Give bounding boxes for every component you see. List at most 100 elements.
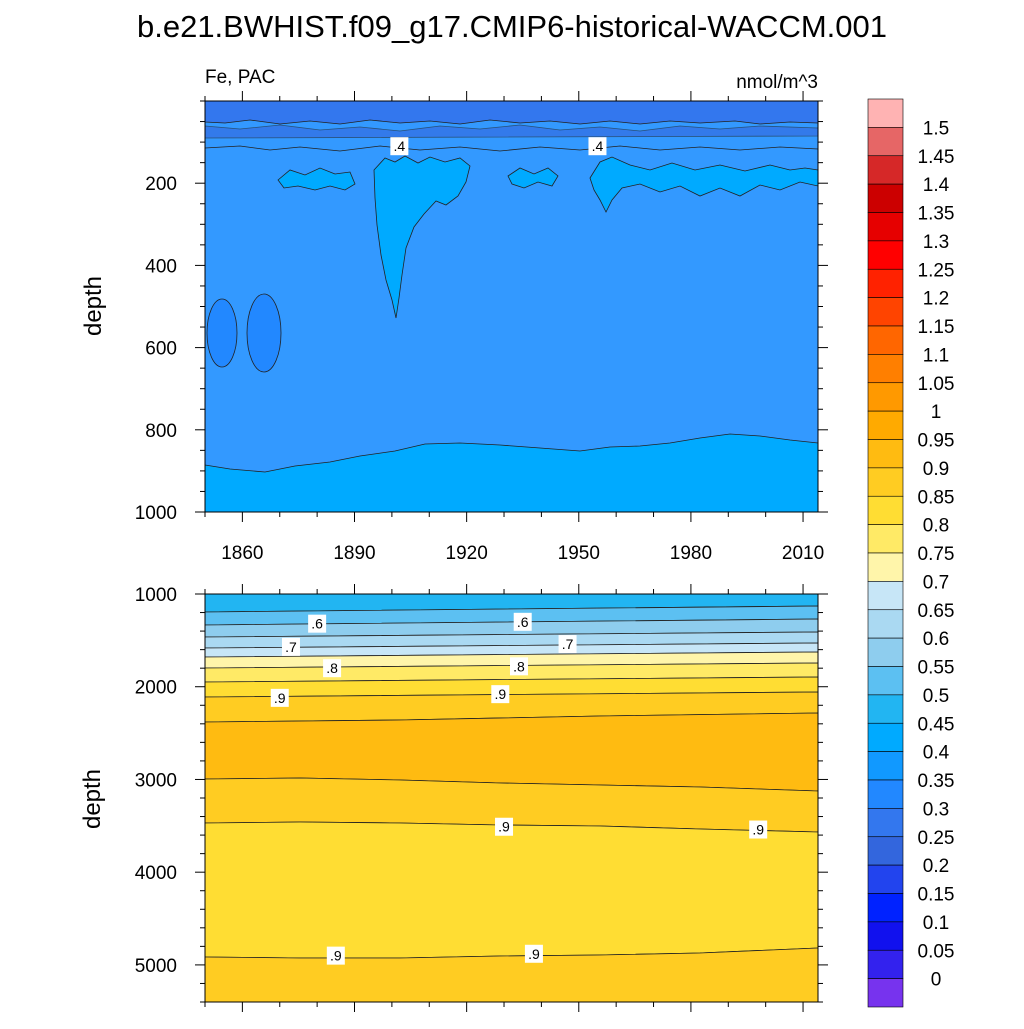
lower-axis-ticks: 1000 2000 3000 4000 5000	[135, 584, 828, 1012]
colorbar-label: 1.4	[923, 175, 950, 196]
colorbar-label: 0.3	[923, 799, 949, 820]
lower-panel: depth 1000 2000 3000 4000 5000 .6 .6 .7 .7 .8 .8.…	[79, 584, 828, 1012]
colorbar-label: 1.5	[923, 118, 949, 139]
colorbar-label: 0.5	[923, 686, 949, 707]
contour-label: .7	[558, 635, 577, 654]
y-tick-label: 2000	[135, 678, 177, 699]
upper-patch-dark-2	[246, 293, 282, 373]
contour-label: .9	[749, 820, 768, 839]
svg-text:.9: .9	[528, 946, 540, 962]
x-tick-label: 1950	[558, 543, 600, 564]
colorbar-label: 0.15	[918, 885, 955, 906]
contour-label: .9	[524, 944, 543, 963]
contour-label: .9	[495, 817, 514, 836]
colorbar-label: 1.25	[918, 260, 955, 281]
colorbar-label: 0.7	[923, 572, 949, 593]
contour-label: .8	[509, 657, 528, 676]
colorbar-label: 0.65	[918, 601, 955, 622]
colorbar-label: 0.55	[918, 658, 955, 679]
x-tick-label: 1890	[333, 543, 375, 564]
colorbar-swatch	[867, 495, 904, 525]
colorbar-label: 1	[931, 402, 942, 423]
colorbar-swatch	[867, 240, 904, 270]
svg-text:.7: .7	[562, 636, 574, 652]
upper-contour-line-1	[205, 145, 818, 152]
y-tick-label: 3000	[135, 770, 177, 791]
colorbar-label: 0.75	[918, 544, 955, 565]
contour-label: .9	[270, 688, 289, 707]
colorbar-label: 0	[931, 970, 942, 991]
colorbar-swatch	[867, 637, 904, 667]
contour-label: .7	[281, 637, 300, 656]
y-tick-label: 200	[145, 174, 177, 195]
colorbar-label: 1.45	[918, 147, 955, 168]
colorbar-label: 0.4	[923, 743, 950, 764]
colorbar-label: 1.15	[918, 317, 955, 338]
colorbar-swatch	[867, 297, 904, 327]
upper-contour-surface-2	[205, 124, 818, 139]
colorbar-swatch	[867, 864, 904, 894]
upper-panel: Fe, PAC nmol/m^3 depth 1860 1890 1920 1950 1…	[80, 67, 828, 564]
y-tick-label: 1000	[135, 503, 177, 524]
colorbar-swatch	[867, 808, 904, 838]
lower-band-9	[205, 676, 818, 698]
colorbar-swatch	[867, 439, 904, 469]
contour-label: .9	[491, 685, 510, 704]
lower-band-9-deep	[205, 821, 818, 959]
colorbar-swatch	[867, 694, 904, 724]
upper-left-label: Fe, PAC	[205, 67, 275, 88]
y-tick-label: 600	[145, 339, 177, 360]
contour-label: .4	[390, 137, 409, 156]
svg-text:.4: .4	[394, 138, 406, 154]
colorbar-label: 0.35	[918, 771, 955, 792]
upper-patch-dark-1	[206, 298, 238, 368]
upper-axis-ticks: 1860 1890 1920 1950 1980 2010 200 400 600 800 1000	[135, 91, 828, 564]
colorbar-label: 0.8	[923, 516, 949, 537]
upper-contour-field	[205, 101, 818, 512]
colorbar-swatch	[867, 722, 904, 752]
colorbar-label: 0.1	[923, 913, 949, 934]
upper-y-axis-label: depth	[80, 276, 107, 336]
colorbar-swatch	[867, 581, 904, 611]
svg-text:.9: .9	[494, 686, 506, 702]
upper-contour-labels: .4 .4	[390, 137, 607, 156]
y-tick-label: 800	[145, 421, 177, 442]
svg-text:.4: .4	[592, 138, 604, 154]
y-tick-label: 1000	[135, 585, 177, 606]
colorbar-label: 1.2	[923, 289, 949, 310]
colorbar-label: 0.05	[918, 941, 955, 962]
lower-band-95-bottom	[205, 948, 818, 1002]
contour-label: .6	[308, 614, 327, 633]
colorbar-swatch	[867, 949, 904, 979]
upper-right-label: nmol/m^3	[736, 72, 818, 93]
colorbar-label: 1.1	[923, 345, 949, 366]
colorbar-swatch	[867, 552, 904, 582]
svg-text:.9: .9	[330, 948, 342, 964]
x-tick-label: 1980	[670, 543, 712, 564]
svg-text:.6: .6	[311, 616, 323, 632]
colorbar-swatch	[867, 183, 904, 213]
colorbar-label: 0.6	[923, 629, 949, 650]
colorbar-swatch	[867, 609, 904, 639]
colorbar-label: 0.25	[918, 828, 955, 849]
colorbar: 1.5 1.45 1.4 1.35 1.3 1.25 1.2 1.15 1.1 1.05 1 0.95…	[867, 98, 955, 1008]
upper-patch-light-3	[277, 167, 356, 191]
colorbar-swatch	[867, 382, 904, 412]
colorbar-swatch	[867, 325, 904, 355]
colorbar-swatch	[867, 836, 904, 866]
colorbar-swatch	[867, 410, 904, 440]
colorbar-swatch	[867, 127, 904, 157]
svg-text:.7: .7	[285, 639, 297, 655]
x-tick-label: 1920	[446, 543, 488, 564]
colorbar-swatch	[867, 467, 904, 497]
svg-text:.9: .9	[274, 690, 286, 706]
y-tick-label: 5000	[135, 956, 177, 977]
svg-text:.9: .9	[498, 819, 510, 835]
x-tick-label: 2010	[782, 543, 824, 564]
colorbar-swatch	[867, 779, 904, 809]
colorbar-label: 1.35	[918, 204, 955, 225]
colorbar-swatch	[867, 893, 904, 923]
upper-patch-light-2	[589, 156, 818, 213]
figure-title: b.e21.BWHIST.f09_g17.CMIP6-historical-WA…	[137, 9, 887, 44]
colorbar-label: 1.3	[923, 232, 949, 253]
